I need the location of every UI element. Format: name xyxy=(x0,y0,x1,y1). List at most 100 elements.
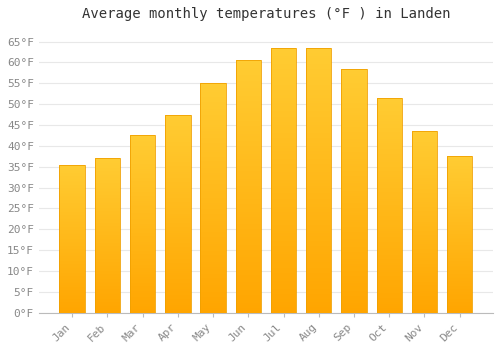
Bar xyxy=(376,261,402,263)
Bar xyxy=(236,184,261,187)
Bar xyxy=(60,299,85,301)
Bar xyxy=(306,69,332,72)
Bar xyxy=(130,272,156,274)
Bar xyxy=(60,241,85,243)
Bar xyxy=(60,274,85,276)
Bar xyxy=(60,310,85,311)
Bar xyxy=(412,289,437,291)
Bar xyxy=(271,217,296,220)
Bar xyxy=(342,222,366,225)
Bar xyxy=(342,215,366,217)
Bar xyxy=(306,146,332,148)
Bar xyxy=(271,278,296,281)
Bar xyxy=(271,111,296,114)
Bar xyxy=(376,154,402,156)
Bar xyxy=(60,193,85,194)
Bar xyxy=(447,289,472,291)
Bar xyxy=(165,214,190,216)
Bar xyxy=(271,305,296,307)
Bar xyxy=(342,205,366,208)
Bar xyxy=(200,239,226,241)
Bar xyxy=(94,168,120,169)
Bar xyxy=(94,248,120,249)
Bar xyxy=(94,158,120,313)
Bar xyxy=(94,188,120,189)
Bar xyxy=(342,183,366,186)
Bar xyxy=(306,191,332,194)
Bar xyxy=(447,295,472,297)
Bar xyxy=(94,186,120,188)
Bar xyxy=(412,307,437,309)
Bar xyxy=(271,85,296,88)
Bar xyxy=(60,230,85,231)
Bar xyxy=(200,116,226,118)
Bar xyxy=(60,209,85,210)
Bar xyxy=(60,199,85,200)
Bar xyxy=(342,154,366,156)
Bar xyxy=(94,195,120,197)
Bar xyxy=(130,178,156,180)
Bar xyxy=(236,257,261,260)
Bar xyxy=(200,182,226,184)
Bar xyxy=(236,242,261,245)
Bar xyxy=(376,248,402,250)
Bar xyxy=(412,249,437,251)
Bar xyxy=(200,260,226,262)
Bar xyxy=(376,128,402,130)
Bar xyxy=(60,252,85,253)
Bar xyxy=(447,236,472,238)
Bar xyxy=(306,297,332,299)
Bar xyxy=(412,157,437,159)
Bar xyxy=(94,293,120,294)
Bar xyxy=(376,195,402,197)
Bar xyxy=(271,302,296,305)
Bar xyxy=(376,231,402,233)
Bar xyxy=(130,164,156,166)
Bar xyxy=(306,119,332,122)
Bar xyxy=(130,142,156,144)
Bar xyxy=(412,177,437,178)
Bar xyxy=(376,233,402,235)
Bar xyxy=(130,289,156,291)
Bar xyxy=(165,305,190,307)
Bar xyxy=(412,136,437,139)
Bar xyxy=(200,219,226,221)
Bar xyxy=(412,171,437,173)
Bar xyxy=(236,219,261,222)
Bar xyxy=(342,71,366,74)
Bar xyxy=(342,83,366,86)
Bar xyxy=(165,233,190,236)
Bar xyxy=(200,205,226,207)
Bar xyxy=(200,283,226,285)
Bar xyxy=(165,182,190,184)
Bar xyxy=(200,221,226,223)
Bar xyxy=(60,259,85,261)
Bar xyxy=(376,171,402,173)
Bar xyxy=(94,189,120,191)
Bar xyxy=(165,150,190,152)
Bar xyxy=(447,291,472,292)
Bar xyxy=(306,111,332,114)
Bar xyxy=(60,258,85,259)
Bar xyxy=(271,159,296,162)
Bar xyxy=(165,219,190,222)
Bar xyxy=(412,162,437,164)
Bar xyxy=(306,270,332,273)
Bar xyxy=(60,200,85,202)
Bar xyxy=(165,230,190,231)
Bar xyxy=(236,103,261,106)
Bar xyxy=(376,302,402,304)
Bar xyxy=(94,208,120,209)
Bar xyxy=(342,308,366,310)
Bar xyxy=(412,242,437,244)
Bar xyxy=(306,212,332,215)
Bar xyxy=(447,226,472,228)
Bar xyxy=(271,196,296,199)
Bar xyxy=(271,289,296,292)
Bar xyxy=(94,275,120,277)
Bar xyxy=(130,224,156,226)
Bar xyxy=(165,152,190,154)
Bar xyxy=(200,281,226,283)
Bar xyxy=(376,162,402,164)
Bar xyxy=(412,296,437,298)
